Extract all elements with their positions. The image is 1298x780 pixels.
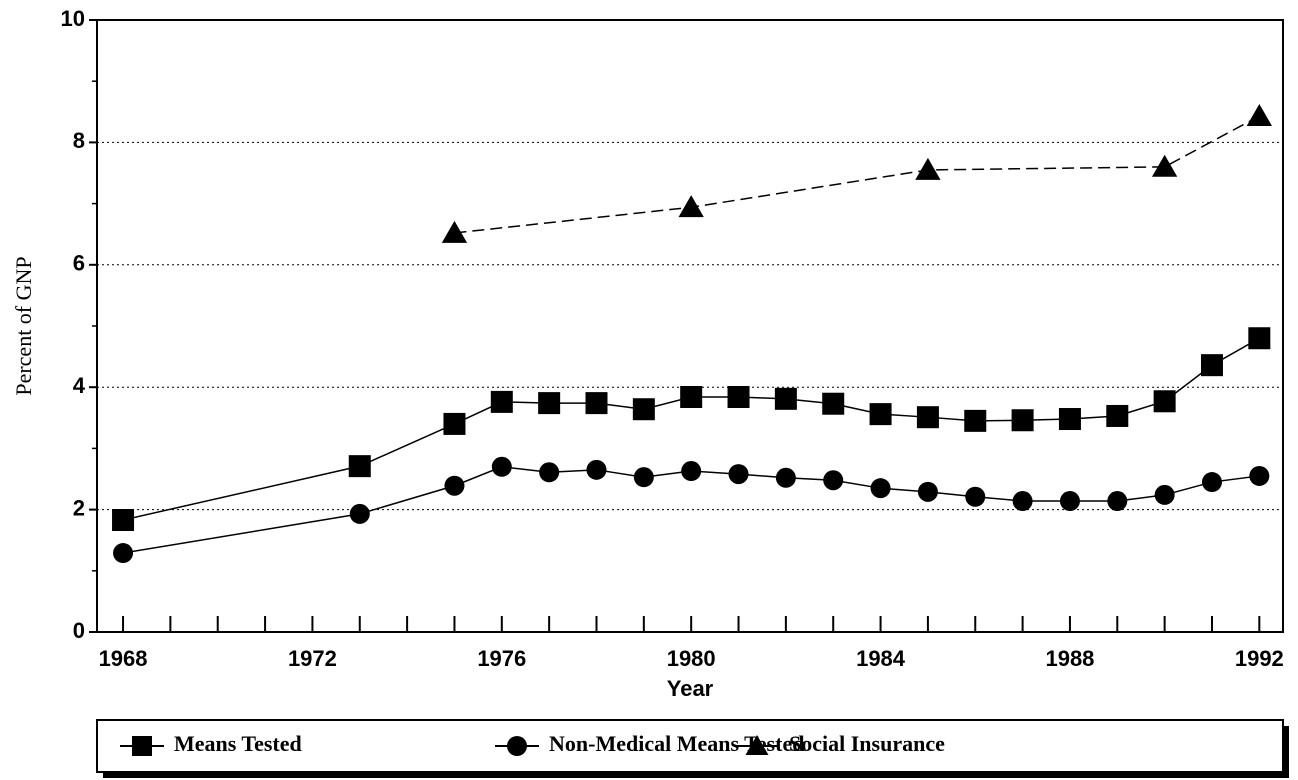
marker <box>728 464 749 485</box>
marker <box>678 195 704 218</box>
plot-frame <box>96 19 1284 633</box>
marker <box>823 470 844 491</box>
marker <box>1249 465 1270 486</box>
marker <box>1107 491 1128 512</box>
marker <box>1246 103 1272 126</box>
x-tick-label: 1968 <box>99 646 148 671</box>
legend-box <box>96 719 1284 773</box>
marker <box>538 392 561 415</box>
marker <box>869 403 892 426</box>
x-tick-label: 1984 <box>856 646 906 671</box>
marker <box>965 486 986 507</box>
marker <box>964 409 987 432</box>
legend-label: Social Insurance <box>789 731 945 756</box>
marker <box>113 543 134 564</box>
x-tick-label: 1976 <box>477 646 526 671</box>
marker <box>441 220 468 243</box>
marker <box>1201 472 1222 493</box>
marker <box>348 455 371 478</box>
marker <box>585 392 608 415</box>
y-tick-label: 10 <box>61 6 85 31</box>
marker <box>349 503 370 524</box>
legend-label: Means Tested <box>174 731 302 756</box>
marker <box>112 509 135 532</box>
marker <box>1154 484 1175 505</box>
y-axis-label: Percent of GNP <box>11 256 36 395</box>
y-tick-label: 8 <box>73 128 85 153</box>
marker <box>632 398 655 421</box>
marker <box>1151 154 1178 177</box>
series-line <box>122 337 1260 521</box>
marker <box>681 461 702 482</box>
marker <box>775 467 796 488</box>
y-tick-label: 4 <box>73 373 86 398</box>
marker <box>915 157 941 180</box>
marker <box>1248 327 1271 350</box>
x-tick-label: 1988 <box>1045 646 1094 671</box>
marker <box>586 459 607 480</box>
marker <box>1059 491 1080 512</box>
marker <box>1200 354 1223 377</box>
marker <box>917 481 938 502</box>
x-axis-label: Year <box>667 676 714 701</box>
marker <box>633 467 654 488</box>
x-tick-label: 1972 <box>288 646 337 671</box>
marker <box>1106 404 1129 427</box>
marker <box>1012 491 1033 512</box>
x-tick-label: 1980 <box>667 646 716 671</box>
legend-marker <box>132 736 152 756</box>
marker <box>490 390 513 413</box>
marker <box>916 406 939 429</box>
marker <box>444 475 465 496</box>
marker <box>1011 409 1034 432</box>
legend-marker <box>507 736 527 756</box>
marker <box>491 456 512 477</box>
marker <box>774 387 797 410</box>
series-line <box>454 115 1260 234</box>
y-tick-label: 6 <box>73 251 85 276</box>
x-tick-label: 1992 <box>1235 646 1284 671</box>
marker <box>822 392 845 415</box>
legend-marker <box>745 735 769 755</box>
marker <box>727 385 750 408</box>
marker <box>1153 390 1176 413</box>
marker <box>680 385 703 408</box>
y-tick-label: 2 <box>73 495 85 520</box>
marker <box>1058 408 1081 431</box>
marker <box>870 478 891 499</box>
marker <box>443 412 466 435</box>
y-tick-label: 0 <box>73 618 85 643</box>
marker <box>539 462 560 483</box>
